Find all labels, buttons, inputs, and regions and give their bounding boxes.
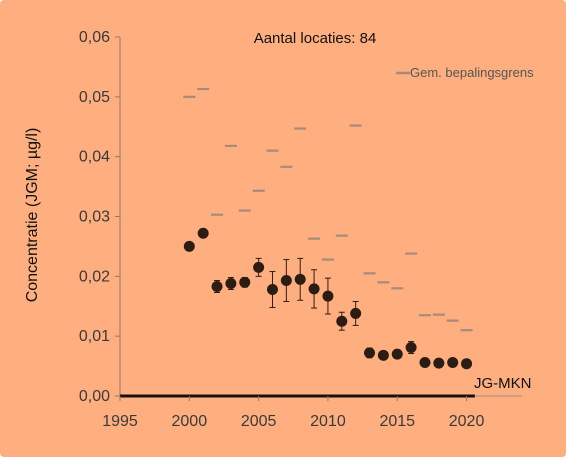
y-axis-title: Concentratie (JGM; µg/l) [24, 128, 41, 303]
data-point [183, 240, 195, 252]
data-point [336, 315, 348, 327]
data-point [433, 357, 445, 369]
x-tick-label: 2005 [241, 413, 277, 430]
legend-label: Gem. bepalingsgrens [410, 65, 534, 80]
data-point [294, 273, 306, 285]
data-point [391, 348, 403, 360]
data-point [447, 356, 459, 368]
data-point [211, 281, 223, 293]
y-tick-label: 0,02 [79, 268, 110, 285]
y-tick-label: 0,03 [79, 209, 110, 226]
data-point [197, 227, 209, 239]
x-tick-label: 2020 [449, 413, 485, 430]
x-tick-label: 1995 [102, 413, 138, 430]
data-point [350, 307, 362, 319]
data-point [308, 283, 320, 295]
data-point [461, 358, 473, 370]
marks-layer [183, 87, 473, 370]
data-point [239, 276, 251, 288]
y-tick-label: 0,04 [79, 149, 110, 166]
x-tick-label: 2015 [379, 413, 415, 430]
x-tick-label: 2000 [172, 413, 208, 430]
tick-labels-layer: 0,00 0,01 0,02 0,03 0,04 0,05 0,06 1995 2000 2005… [79, 29, 485, 430]
axes-layer [115, 36, 522, 401]
y-tick-label: 0,01 [79, 328, 110, 345]
data-point [405, 342, 417, 354]
x-tick-label: 2010 [310, 413, 346, 430]
chart-annotation: Aantal locaties: 84 [254, 30, 377, 47]
data-point [322, 290, 334, 302]
data-point [266, 283, 278, 295]
data-point [377, 349, 389, 361]
y-tick-label: 0,05 [79, 89, 110, 106]
data-point [280, 275, 292, 287]
legend: Gem. bepalingsgrens [396, 65, 534, 80]
data-point [225, 278, 237, 290]
reference-line-label: JG-MKN [474, 375, 532, 392]
data-point [364, 347, 376, 359]
y-tick-label: 0,06 [79, 29, 110, 46]
data-point [253, 261, 265, 273]
data-point [419, 356, 431, 368]
y-tick-label: 0,00 [79, 388, 110, 405]
